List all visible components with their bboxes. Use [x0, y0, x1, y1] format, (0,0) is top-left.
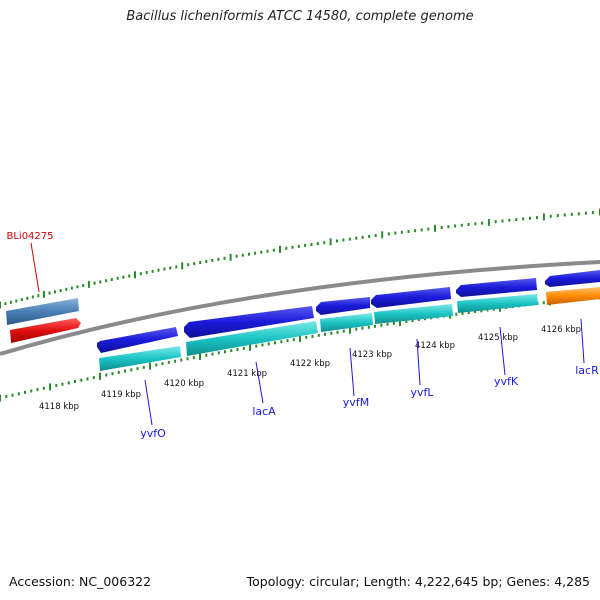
leader-line — [255, 361, 264, 404]
ruler-label: 4118 kbp — [39, 402, 79, 412]
gene-arrow-red[interactable] — [10, 318, 81, 343]
leader-line — [580, 318, 585, 364]
gene-arrow[interactable] — [316, 297, 370, 315]
genome-backbone — [0, 260, 600, 356]
cds-bar[interactable] — [374, 304, 453, 324]
gene-label-bli04275[interactable]: BLi04275 — [6, 231, 53, 242]
cds-bar[interactable] — [457, 294, 538, 313]
leader-line — [30, 242, 40, 293]
upper-tick-row — [0, 208, 600, 309]
gene-bli04275-bar[interactable] — [6, 298, 79, 325]
ruler-label: 4119 kbp — [101, 390, 141, 400]
leader-line — [416, 338, 421, 386]
cds-bar[interactable] — [186, 321, 318, 356]
cds-bar[interactable] — [320, 313, 373, 332]
gene-arrow[interactable] — [545, 270, 600, 287]
gene-label-yvfk[interactable]: yvfK — [494, 375, 519, 388]
gene-arrow[interactable] — [371, 287, 451, 308]
map-title: Bacillus licheniformis ATCC 14580, compl… — [126, 9, 474, 24]
genome-summary: Topology: circular; Length: 4,222,645 bp… — [246, 574, 590, 589]
gene-label-lacr[interactable]: lacR — [575, 364, 599, 377]
cds-bar[interactable] — [99, 346, 181, 371]
ruler-label: 4121 kbp — [227, 369, 267, 379]
accession-label: Accession: NC_006322 — [9, 574, 152, 589]
leader-line — [144, 379, 153, 426]
forward-genes — [97, 270, 600, 353]
leader-line — [499, 326, 506, 376]
gene-arrow[interactable] — [184, 306, 314, 338]
ruler-label: 4120 kbp — [164, 379, 204, 389]
gene-arrow-orange[interactable] — [546, 287, 600, 305]
gene-label-laca[interactable]: lacA — [252, 405, 276, 418]
cds-features — [99, 294, 538, 371]
ruler-label: 4125 kbp — [478, 333, 518, 343]
leader-line — [349, 347, 355, 397]
ruler-label: 4126 kbp — [541, 325, 581, 335]
ruler-label: 4122 kbp — [290, 359, 330, 369]
ruler-label: 4123 kbp — [352, 350, 392, 360]
gene-label-leaders — [30, 242, 585, 426]
ruler-label: 4124 kbp — [415, 341, 455, 351]
gene-label-yvfl[interactable]: yvfL — [410, 386, 434, 399]
gene-labels: yvfO lacA yvfM yvfL yvfK lacR BLi04275 — [6, 231, 599, 440]
gene-arrow[interactable] — [456, 278, 537, 297]
gene-label-yvfm[interactable]: yvfM — [343, 396, 369, 409]
gene-label-yvfo[interactable]: yvfO — [140, 427, 166, 440]
ruler-labels: 4118 kbp 4119 kbp 4120 kbp 4121 kbp 4122 kbp… — [39, 325, 581, 412]
gene-arrow[interactable] — [97, 327, 178, 353]
